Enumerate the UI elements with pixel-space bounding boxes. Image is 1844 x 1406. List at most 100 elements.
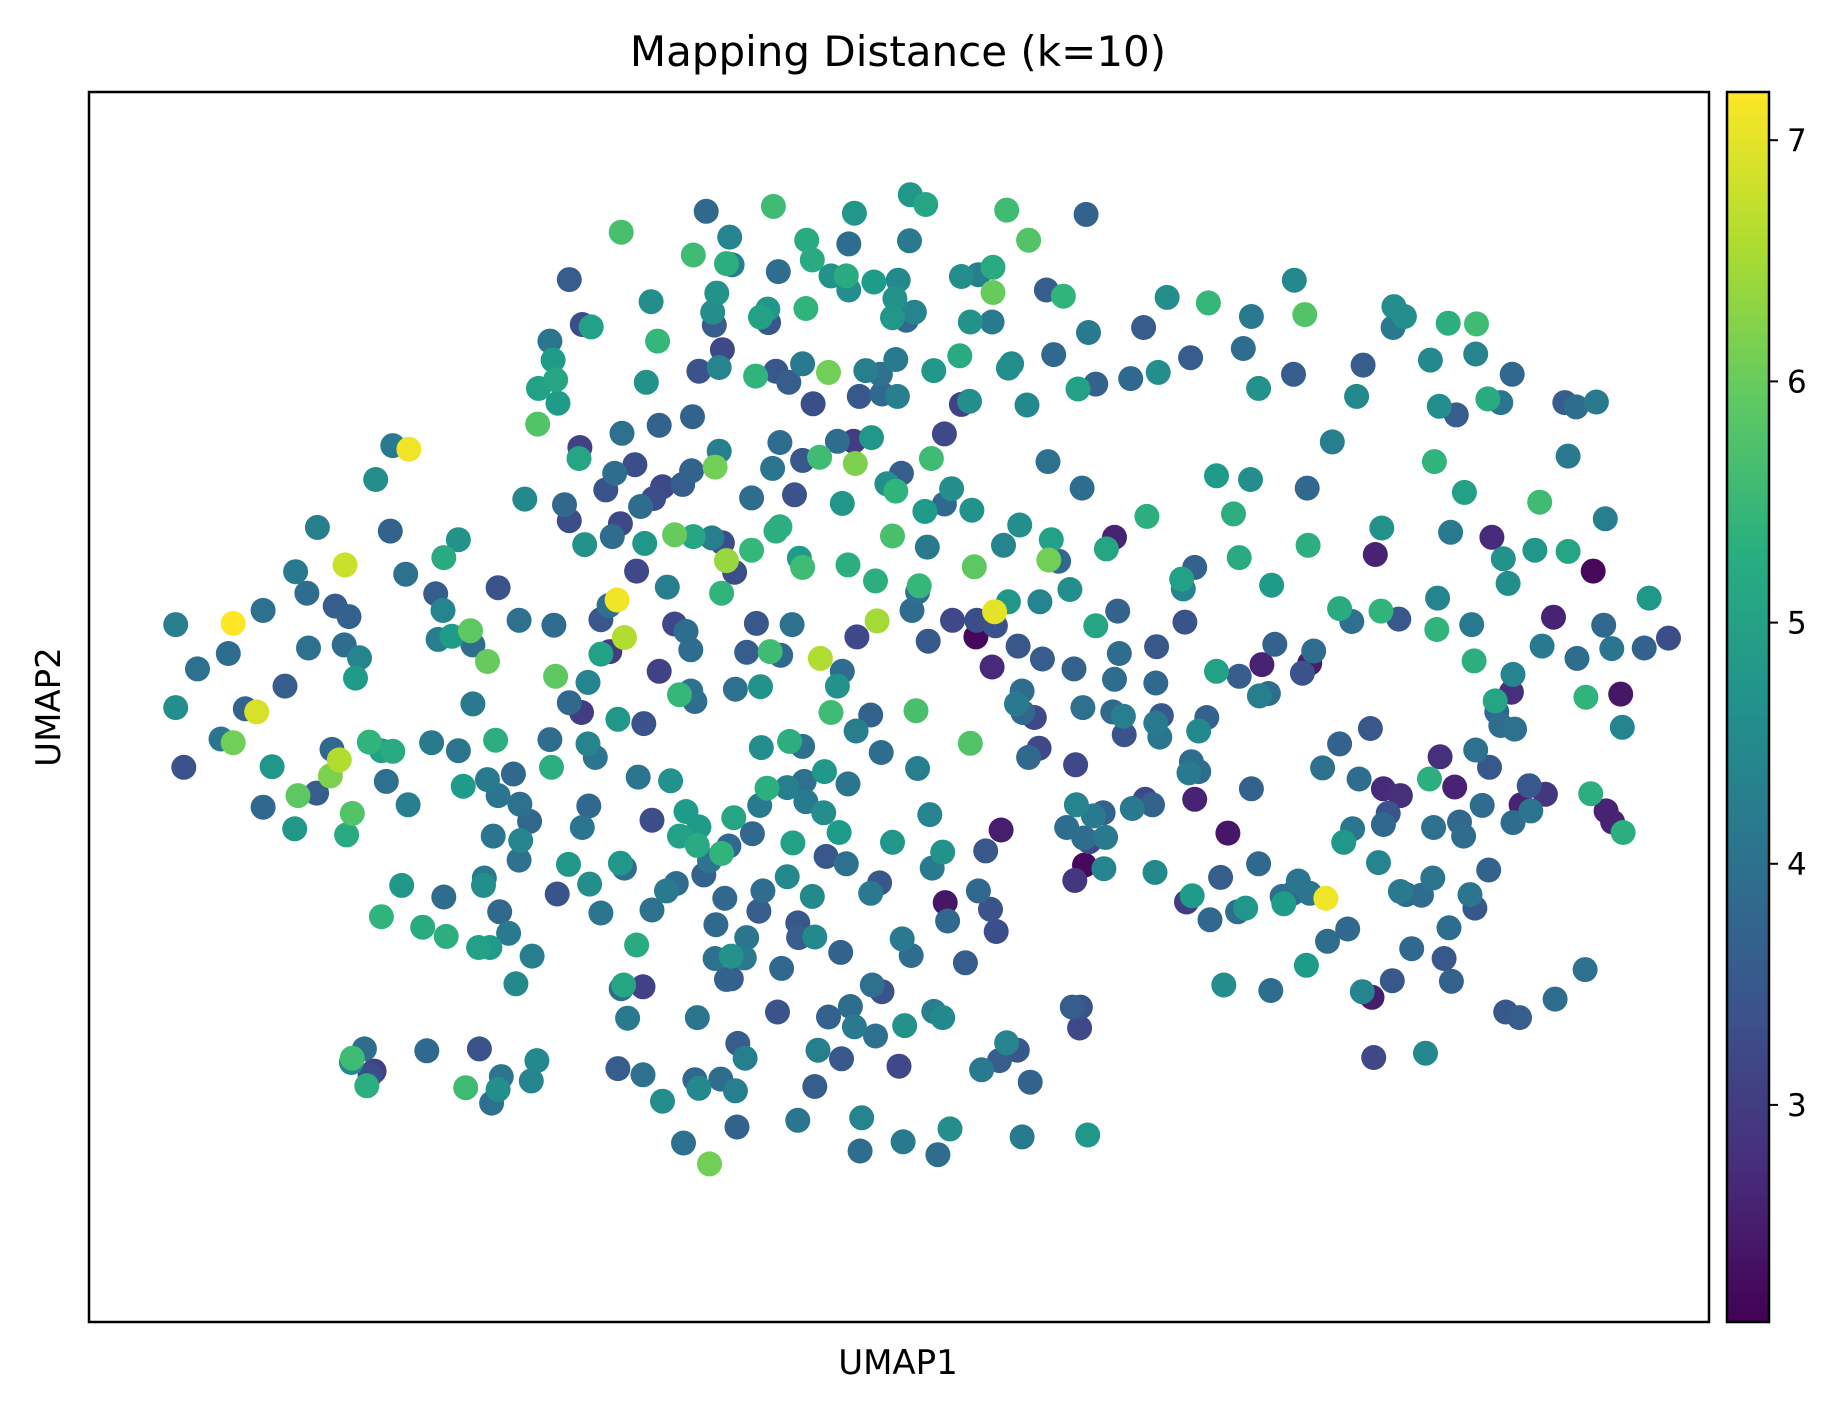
data-point	[769, 955, 795, 981]
data-point	[1063, 752, 1089, 778]
data-point	[846, 383, 872, 409]
data-point	[835, 771, 861, 797]
data-point	[414, 1038, 440, 1064]
data-point	[1572, 957, 1598, 983]
data-point	[507, 791, 533, 817]
data-point	[1069, 475, 1095, 501]
data-point	[1070, 695, 1096, 721]
data-point	[818, 700, 844, 725]
data-point	[250, 597, 276, 623]
data-point	[903, 698, 929, 724]
data-point	[624, 558, 650, 584]
data-point	[667, 682, 692, 708]
data-point	[1036, 547, 1062, 573]
data-point	[556, 690, 582, 716]
data-point	[543, 367, 569, 393]
data-point	[611, 625, 637, 650]
data-point	[811, 800, 837, 826]
data-point	[373, 768, 399, 794]
data-point	[537, 328, 563, 354]
data-point	[1461, 648, 1487, 674]
data-point	[1331, 829, 1357, 855]
data-point	[835, 552, 861, 578]
data-point	[1482, 688, 1508, 714]
data-point	[506, 847, 532, 873]
data-point	[1541, 604, 1566, 630]
data-point	[625, 764, 651, 790]
data-point	[545, 390, 571, 416]
data-point	[1463, 341, 1489, 367]
data-point	[1426, 393, 1452, 419]
data-point	[524, 1048, 550, 1074]
colorbar-tick-label: 5	[1787, 606, 1807, 642]
data-point	[163, 612, 189, 638]
data-point	[697, 1151, 722, 1177]
data-point	[849, 1105, 875, 1131]
x-axis-label: UMAP1	[838, 1343, 958, 1383]
data-point	[699, 525, 725, 551]
data-point	[1379, 968, 1405, 994]
data-point	[605, 1056, 631, 1082]
data-point	[566, 446, 592, 471]
data-point	[475, 649, 500, 674]
data-point	[539, 754, 564, 780]
data-point	[880, 523, 905, 549]
colorbar-ticks: 3 4 5 6 7	[1769, 123, 1807, 1124]
data-point	[890, 1129, 916, 1155]
data-point	[389, 872, 415, 898]
data-point	[450, 773, 476, 799]
data-point	[718, 943, 744, 969]
data-point	[578, 314, 604, 340]
data-point	[1442, 774, 1468, 800]
data-point	[1366, 850, 1391, 876]
data-point	[1009, 1124, 1035, 1150]
data-point	[917, 802, 943, 828]
data-point	[339, 1045, 365, 1071]
data-point	[304, 514, 330, 540]
data-point	[757, 639, 783, 665]
data-point	[714, 548, 739, 574]
data-point	[1421, 449, 1447, 475]
data-point	[1246, 851, 1272, 877]
data-point	[220, 610, 246, 636]
data-point	[684, 1005, 710, 1031]
data-point	[826, 820, 852, 845]
data-point	[1346, 766, 1372, 792]
data-point	[500, 761, 526, 787]
data-point	[1014, 392, 1040, 418]
data-point	[363, 467, 389, 492]
data-point	[1631, 635, 1657, 661]
data-points	[163, 182, 1681, 1177]
colorbar: 3 4 5 6 7	[1725, 90, 1807, 1324]
data-point	[930, 839, 956, 865]
data-point	[445, 527, 471, 553]
data-point	[952, 950, 978, 976]
data-point	[979, 309, 1005, 335]
data-point	[734, 639, 760, 665]
data-point	[1361, 1045, 1387, 1070]
data-point	[734, 925, 760, 951]
data-point	[882, 286, 908, 312]
data-point	[906, 573, 932, 599]
data-point	[1154, 284, 1180, 310]
data-point	[658, 768, 684, 794]
data-point	[622, 452, 648, 478]
data-point	[458, 618, 483, 644]
data-point	[1301, 638, 1327, 664]
data-point	[1563, 394, 1589, 420]
data-point	[686, 358, 712, 384]
data-point	[948, 264, 974, 289]
data-point	[1578, 781, 1604, 807]
data-point	[1327, 731, 1353, 757]
data-point	[1527, 489, 1553, 515]
data-point	[380, 738, 406, 764]
data-point	[1319, 429, 1345, 455]
data-point	[1071, 825, 1097, 851]
data-point	[377, 518, 403, 544]
data-point	[994, 1030, 1020, 1056]
data-point	[272, 673, 298, 699]
data-point	[748, 735, 774, 761]
data-point	[496, 920, 522, 946]
colorbar-tick-label: 7	[1787, 123, 1807, 159]
data-point	[885, 267, 911, 293]
